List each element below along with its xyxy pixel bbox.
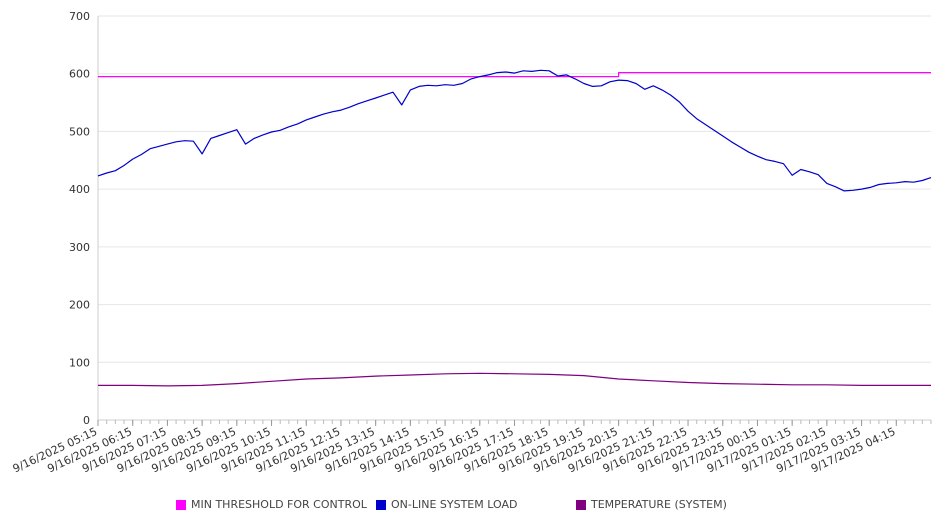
y-tick-label-400: 400	[69, 183, 90, 196]
legend-label-temperature: TEMPERATURE (SYSTEM)	[591, 498, 727, 511]
legend-item-system-load[interactable]: ON-LINE SYSTEM LOAD	[376, 498, 517, 511]
y-tick-label-600: 600	[69, 68, 90, 81]
legend-swatch-temperature	[576, 499, 586, 510]
y-tick-label-0: 0	[83, 414, 90, 427]
y-tick-label-300: 300	[69, 241, 90, 254]
legend-swatch-min-threshold	[176, 499, 186, 510]
y-tick-label-200: 200	[69, 299, 90, 312]
y-tick-label-500: 500	[69, 125, 90, 138]
chart-legend: MIN THRESHOLD FOR CONTROL ON-LINE SYSTEM…	[0, 498, 946, 516]
legend-swatch-system-load	[376, 499, 386, 510]
legend-label-system-load: ON-LINE SYSTEM LOAD	[391, 498, 518, 511]
legend-item-temperature[interactable]: TEMPERATURE (SYSTEM)	[576, 498, 727, 511]
legend-item-min-threshold[interactable]: MIN THRESHOLD FOR CONTROL	[176, 498, 367, 511]
series-line-min-threshold-for-control	[98, 72, 931, 78]
y-tick-label-700: 700	[69, 10, 90, 23]
series-line-on-line-system-load	[97, 69, 932, 192]
series-line-temperature-system	[98, 372, 931, 387]
y-tick-label-100: 100	[69, 356, 90, 369]
legend-label-min-threshold: MIN THRESHOLD FOR CONTROL	[191, 498, 367, 511]
